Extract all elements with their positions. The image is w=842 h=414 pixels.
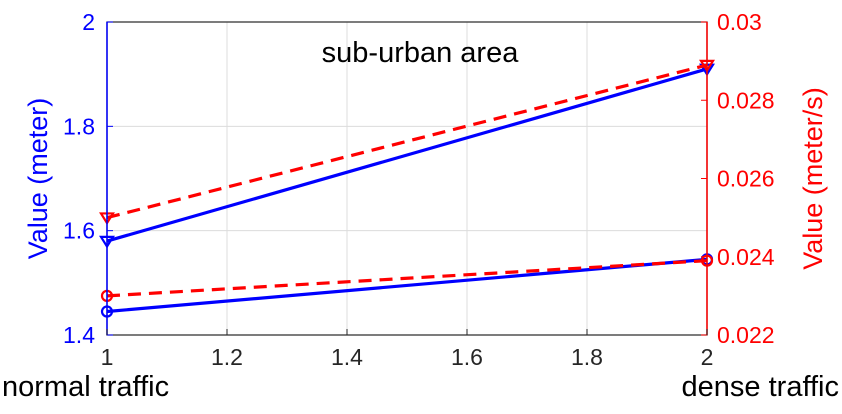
series-line-1 [106, 67, 708, 243]
x-tick-label: 2 [701, 344, 714, 370]
x-tick-label: 1.2 [211, 344, 243, 370]
right-tick-label: 0.026 [717, 166, 775, 192]
right-axis: 0.022 0.024 0.026 0.028 0.03 [701, 9, 775, 348]
x-tick-label: 1.4 [331, 344, 363, 370]
right-tick-label: 0.028 [717, 87, 775, 113]
series-line-2 [106, 257, 708, 314]
left-tick-label: 1.6 [63, 218, 95, 244]
right-tick-label: 0.024 [717, 244, 775, 270]
right-tick-label: 0.022 [717, 322, 775, 348]
left-tick-label: 1.8 [63, 113, 95, 139]
x-tick-label: 1.6 [451, 344, 483, 370]
x-axis: 1 1.2 1.4 1.6 1.8 2 [101, 329, 714, 370]
series-line-4 [106, 259, 708, 298]
series-line-3 [106, 63, 708, 220]
left-axis-label: Value (meter) [23, 98, 53, 260]
left-tick-label: 2 [82, 9, 95, 35]
chart-title: sub-urban area [322, 37, 520, 69]
x-tick-label: 1 [101, 344, 114, 370]
x-start-category-label: normal traffic [2, 371, 170, 403]
x-end-category-label: dense traffic [681, 371, 839, 403]
right-axis-label: Value (meter/s) [798, 87, 828, 270]
x-tick-label: 1.8 [571, 344, 603, 370]
series-layer [99, 59, 715, 318]
right-tick-label: 0.03 [717, 9, 762, 35]
left-tick-label: 1.4 [63, 322, 95, 348]
left-axis: 1.4 1.6 1.8 2 [63, 9, 113, 348]
